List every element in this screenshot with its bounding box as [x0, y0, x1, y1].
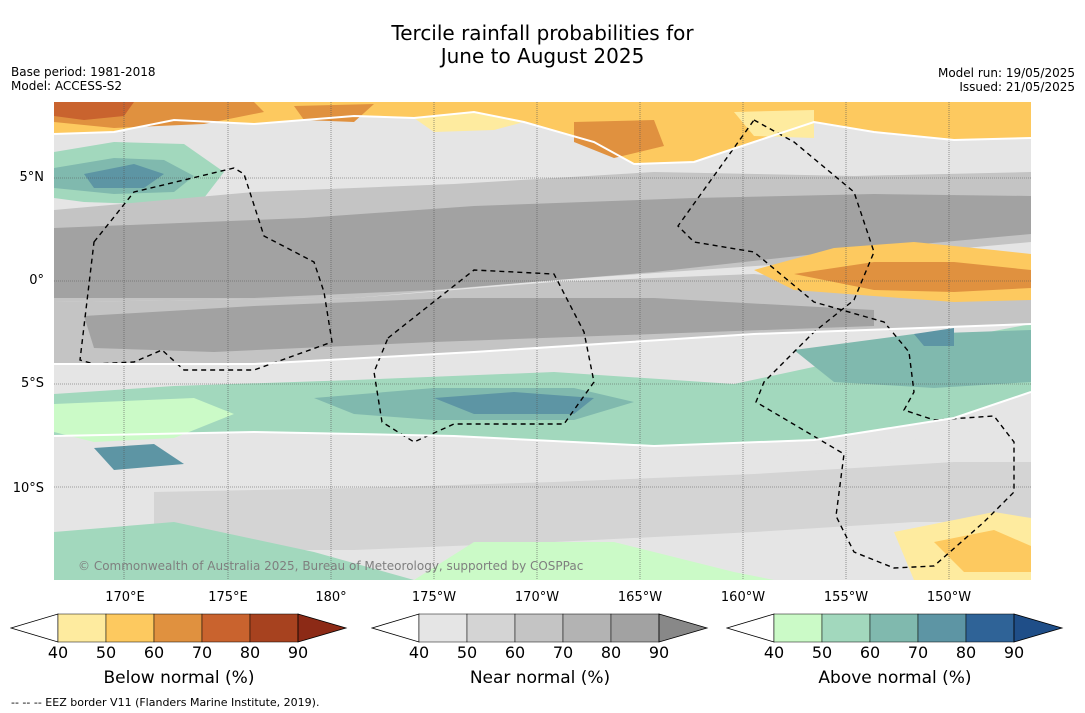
colorbar-segment	[201, 613, 251, 643]
base-period-label: Base period: 1981-2018	[11, 65, 156, 79]
issued-label: Issued: 21/05/2025	[959, 80, 1075, 94]
colorbar-below-normal	[10, 613, 348, 643]
colorbar-tick-label: 60	[504, 643, 526, 662]
colorbar-under-triangle	[371, 613, 420, 643]
lon-label-180: 180°	[315, 590, 347, 605]
colorbar-tick-label: 70	[907, 643, 929, 662]
colorbar-tick-label: 80	[239, 643, 261, 662]
copyright-notice: © Commonwealth of Australia 2025, Bureau…	[78, 559, 584, 573]
lon-label-175e: 175°E	[208, 590, 248, 605]
above-normal-south-band	[54, 324, 1031, 446]
colorbar-over-triangle	[1013, 613, 1064, 643]
colorbar-above-normal	[726, 613, 1064, 643]
map-title: Tercile rainfall probabilities for June …	[0, 22, 1085, 68]
colorbar-segment	[965, 613, 1015, 643]
lon-label-165w: 165°W	[617, 590, 663, 605]
colorbar-tick-label: 50	[811, 643, 833, 662]
colorbar-under-triangle	[726, 613, 775, 643]
colorbar-tick-label: 40	[47, 643, 69, 662]
colorbar-segment	[153, 613, 203, 643]
colorbar-under-triangle	[10, 613, 59, 643]
model-label: Model: ACCESS-S2	[11, 79, 123, 93]
colorbar-near-normal	[371, 613, 709, 643]
lon-label-150w: 150°W	[926, 590, 972, 605]
colorbar-segment	[562, 613, 612, 643]
colorbar-segment	[418, 613, 468, 643]
lat-label-5s: 5°S	[20, 376, 44, 391]
lon-label-160w: 160°W	[720, 590, 766, 605]
colorbar-tick-label: 40	[763, 643, 785, 662]
map-title-line2: June to August 2025	[440, 44, 645, 68]
colorbar-tick-label: 90	[1003, 643, 1025, 662]
model-run-label: Model run: 19/05/2025	[937, 66, 1075, 80]
graticule	[54, 102, 1031, 580]
colorbar-segment	[514, 613, 564, 643]
colorbar-tick-label: 50	[456, 643, 478, 662]
colorbar-tick-label: 90	[287, 643, 309, 662]
colorbar-segment	[466, 613, 516, 643]
lon-label-155w: 155°W	[823, 590, 869, 605]
rainfall-probability-map	[54, 102, 1031, 580]
colorbar-tick-label: 70	[191, 643, 213, 662]
colorbar-segment	[821, 613, 871, 643]
eez-footnote: -- -- -- EEZ border V11 (Flanders Marine…	[11, 696, 320, 709]
colorbar-over-triangle	[658, 613, 709, 643]
colorbar-title-near-normal: Near normal (%)	[469, 668, 611, 688]
colorbar-title-above-normal: Above normal (%)	[818, 668, 972, 688]
colorbar-tick-label: 40	[408, 643, 430, 662]
lat-label-0: 0°	[29, 273, 44, 288]
colorbar-title-below-normal: Below normal (%)	[103, 668, 255, 688]
colorbar-tick-label: 60	[143, 643, 165, 662]
colorbar-tick-label: 80	[955, 643, 977, 662]
colorbar-tick-label: 50	[95, 643, 117, 662]
colorbar-segment	[773, 613, 823, 643]
colorbar-segment	[105, 613, 155, 643]
colorbar-segment	[869, 613, 919, 643]
lon-label-170e: 170°E	[105, 590, 145, 605]
colorbar-segment	[57, 613, 107, 643]
lat-label-10s: 10°S	[12, 481, 44, 496]
colorbar-tick-label: 60	[859, 643, 881, 662]
contour-lines	[54, 110, 1031, 448]
colorbar-tick-label: 80	[600, 643, 622, 662]
colorbar-tick-label: 90	[648, 643, 670, 662]
lat-label-5n: 5°N	[19, 170, 45, 185]
colorbar-segment	[610, 613, 660, 643]
map-title-line1: Tercile rainfall probabilities for	[391, 21, 694, 45]
colorbar-segment	[917, 613, 967, 643]
colorbar-over-triangle	[297, 613, 348, 643]
lon-label-170w: 170°W	[514, 590, 560, 605]
meta-left: Base period: 1981-2018 Model: ACCESS-S2	[11, 65, 156, 93]
colorbar-segment	[249, 613, 299, 643]
meta-right: Model run: 19/05/2025 Issued: 21/05/2025	[938, 66, 1075, 94]
colorbar-tick-label: 70	[552, 643, 574, 662]
lon-label-175w: 175°W	[411, 590, 457, 605]
